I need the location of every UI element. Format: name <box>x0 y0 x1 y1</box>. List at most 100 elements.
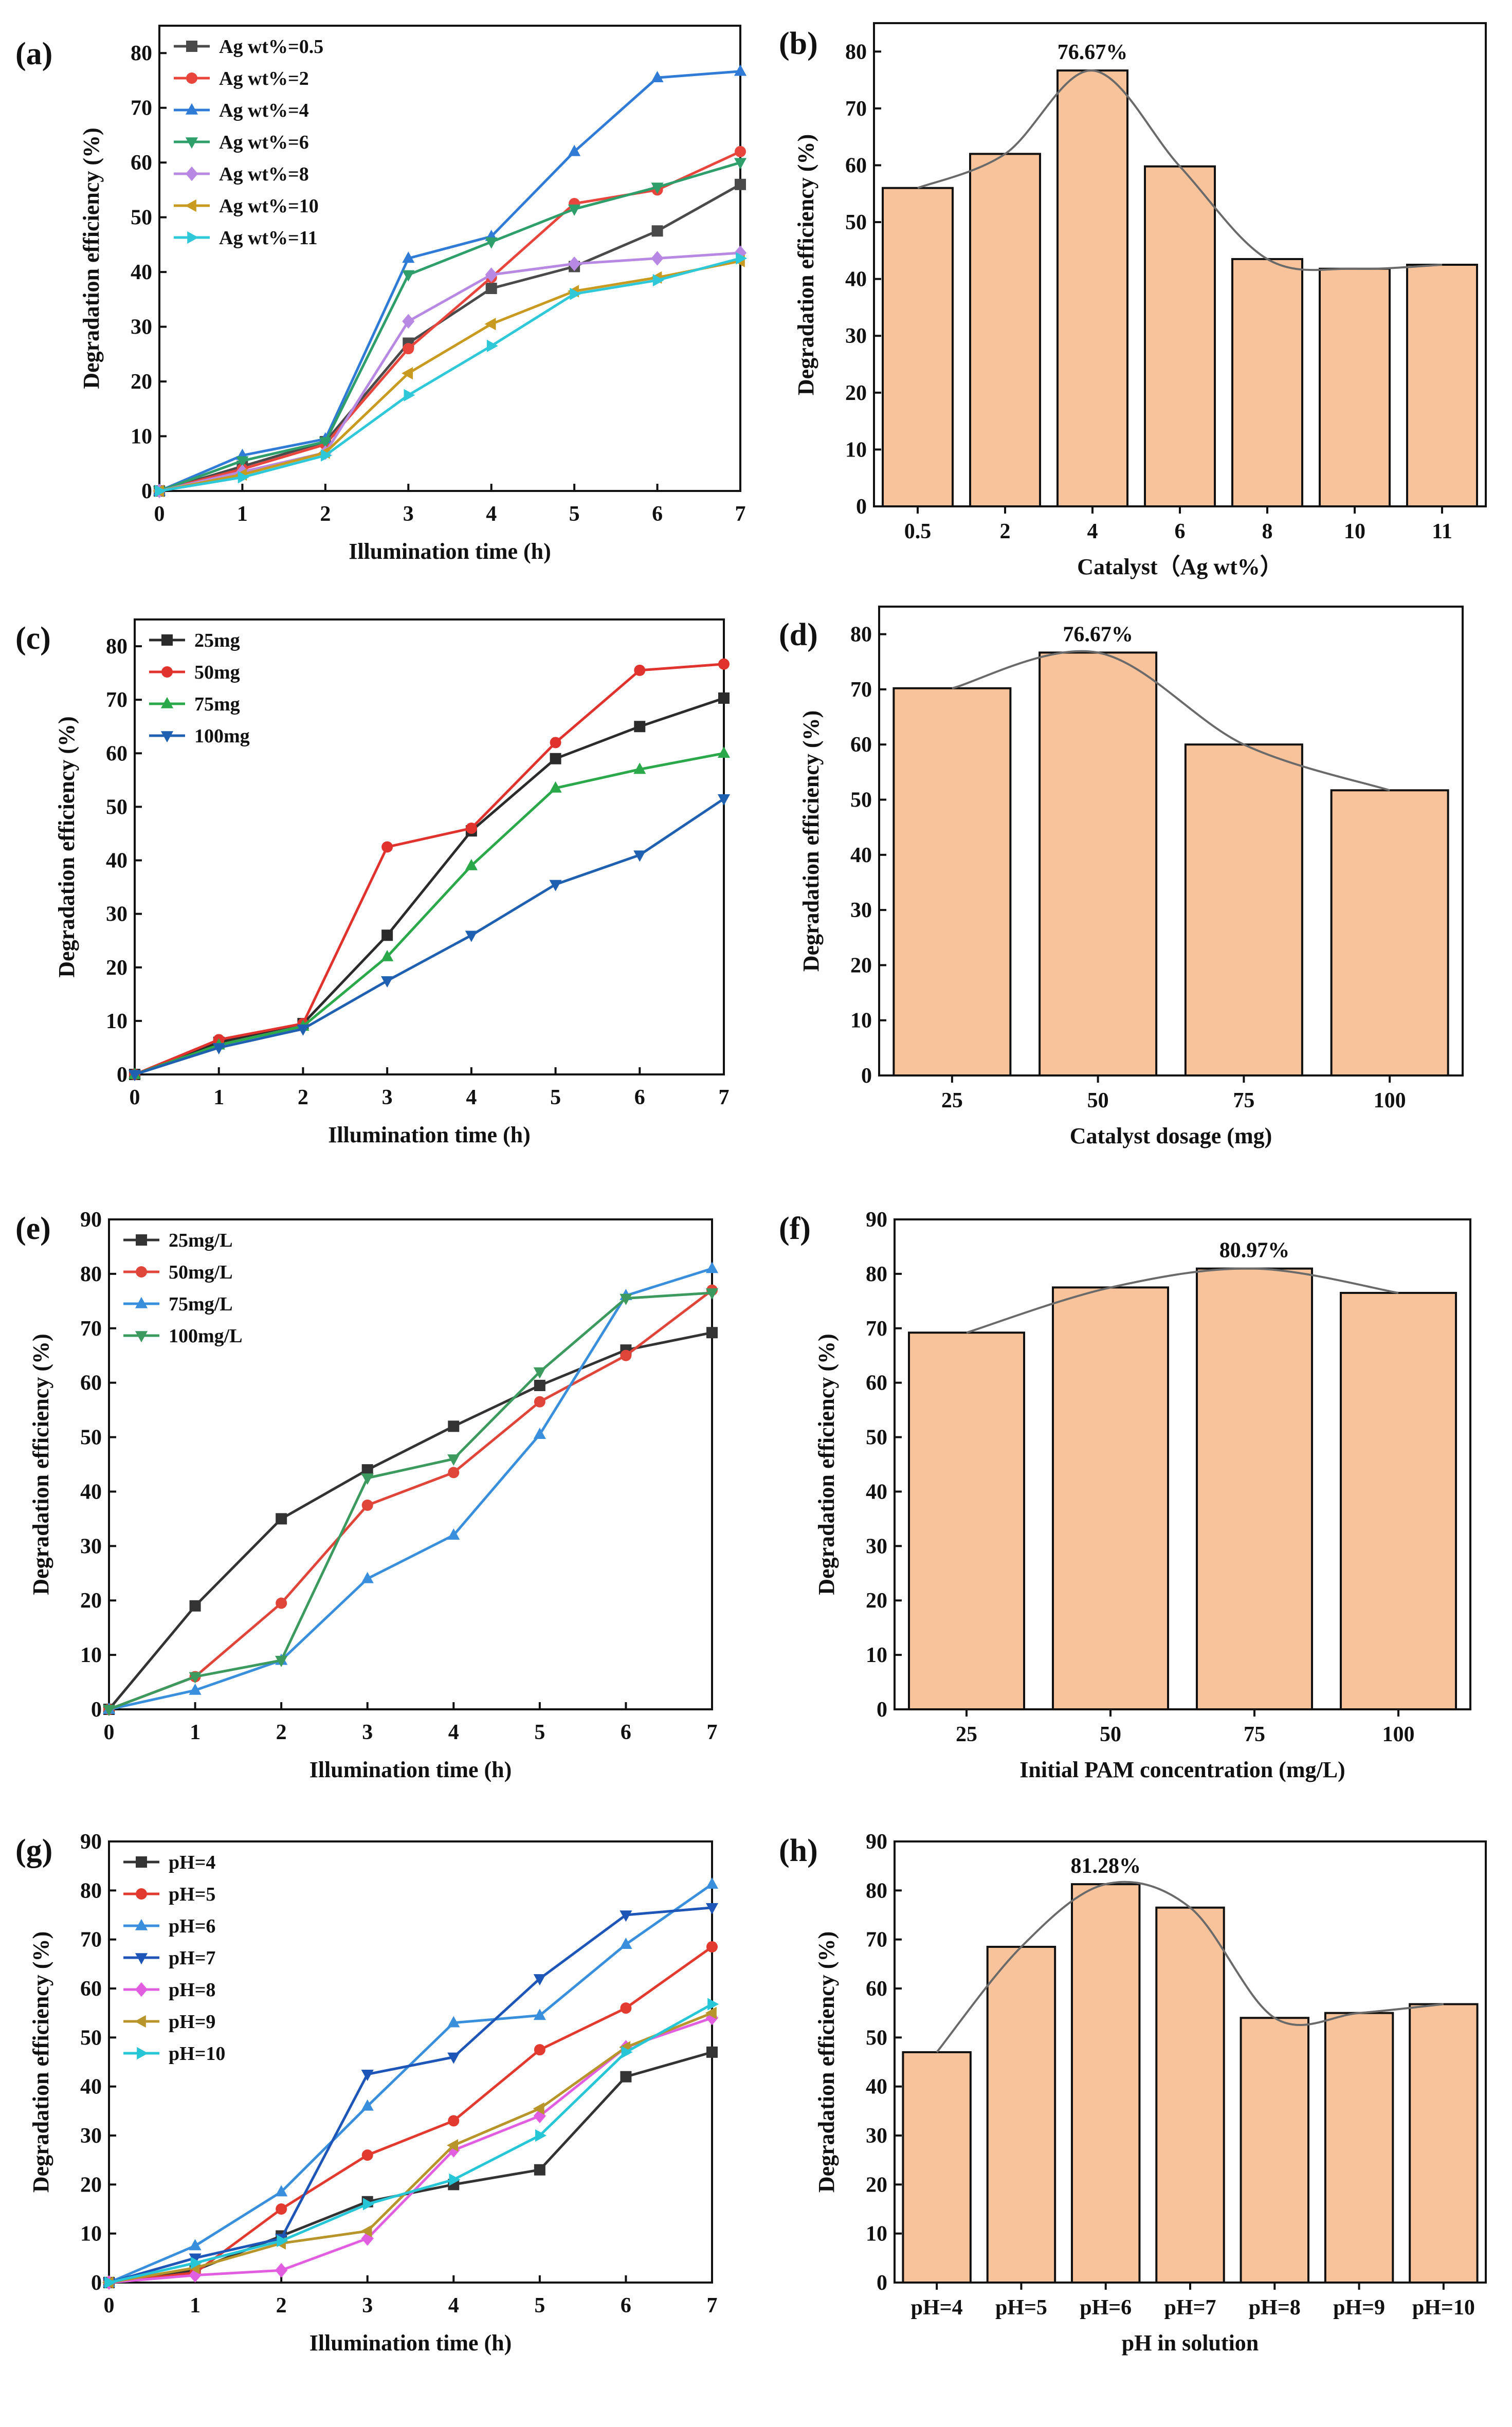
data-point <box>102 1705 116 1717</box>
bar-pH=4 <box>902 2051 972 2284</box>
data-point <box>381 950 394 961</box>
data-point <box>550 753 561 764</box>
data-point <box>360 2224 372 2237</box>
legend-marker <box>134 2015 146 2028</box>
x-tick-label: 2 <box>1000 520 1011 543</box>
legend-label: 50mg <box>194 662 240 683</box>
series-line-2 <box>108 1289 713 1711</box>
y-tick-label: 40 <box>131 261 152 284</box>
y-tick-label: 20 <box>80 1589 102 1613</box>
y-tick-label: 80 <box>131 42 152 65</box>
legend-marker <box>136 1888 147 1900</box>
y-tick-label: 30 <box>106 903 127 926</box>
data-point <box>534 2164 545 2176</box>
data-point <box>549 781 562 793</box>
data-point <box>734 158 747 170</box>
y-tick-label: 70 <box>866 1928 887 1952</box>
y-tick-label: 20 <box>106 956 127 980</box>
y-tick-label: 10 <box>131 425 152 449</box>
y-tick-label: 10 <box>866 1644 887 1667</box>
data-point <box>189 1683 202 1695</box>
y-tick-label: 20 <box>866 2173 887 2197</box>
series-line-4 <box>159 161 741 492</box>
bar-50 <box>1039 651 1158 1076</box>
data-point <box>277 2234 288 2248</box>
y-tick-label: 0 <box>877 1698 887 1722</box>
x-tick-label: 1 <box>213 1086 224 1109</box>
y-axis-title: Degradation efficiency (%) <box>798 710 824 972</box>
y-tick-label: 0 <box>877 2271 887 2295</box>
y-tick-label: 60 <box>850 733 872 757</box>
y-axis-title: Degradation efficiency (%) <box>28 1931 53 2193</box>
x-tick-label: 0 <box>130 1086 140 1109</box>
panel-label: (a) <box>15 37 52 71</box>
series-line-3 <box>108 1267 713 1711</box>
data-point <box>276 1597 287 1609</box>
series-line-1 <box>108 1331 713 1710</box>
legend-label: 75mg <box>194 694 240 715</box>
y-tick-label: 0 <box>856 495 867 519</box>
series-line-7 <box>108 2003 713 2284</box>
y-tick-label: 20 <box>80 2173 102 2197</box>
y-tick-label: 10 <box>80 2222 102 2246</box>
data-point <box>735 178 746 190</box>
legend-label: Ag wt%=0.5 <box>219 36 323 58</box>
bar-8 <box>1231 258 1303 507</box>
x-tick-label: 5 <box>569 502 580 526</box>
data-point <box>212 1043 225 1055</box>
y-tick-label: 40 <box>80 2075 102 2099</box>
data-point <box>361 1499 373 1511</box>
y-tick-label: 20 <box>131 370 152 394</box>
x-tick-label: 75 <box>1233 1089 1254 1112</box>
y-tick-label: 90 <box>80 1830 102 1854</box>
data-point <box>402 251 415 263</box>
legend-label: pH=10 <box>169 2043 225 2065</box>
x-tick-label: 5 <box>534 2294 545 2317</box>
y-tick-label: 30 <box>845 324 867 348</box>
data-point <box>718 692 730 704</box>
data-point <box>485 283 497 295</box>
y-axis-title: Degradation efficiency (%) <box>54 716 79 977</box>
data-point <box>533 1428 546 1439</box>
y-tick-label: 70 <box>866 1317 887 1341</box>
y-axis-title: Degradation efficiency (%) <box>793 134 818 395</box>
data-point <box>621 2046 633 2059</box>
data-point <box>651 70 664 82</box>
x-axis-title: Catalyst dosage (mg) <box>1070 1123 1272 1148</box>
series-line-4 <box>108 1906 713 2284</box>
trend-curve <box>936 1881 1444 2053</box>
data-point <box>361 2149 373 2161</box>
bar-pH=5 <box>986 1945 1056 2284</box>
legend-marker <box>135 1331 148 1343</box>
legend-marker <box>135 1919 148 1930</box>
y-tick-label: 90 <box>866 1830 887 1854</box>
x-tick-label: 5 <box>534 1721 545 1744</box>
x-axis-title: Catalyst（Ag wt%） <box>1077 554 1283 579</box>
legend-marker <box>161 666 173 678</box>
data-point <box>362 2198 374 2211</box>
bar-75 <box>1184 743 1303 1077</box>
series-line-6 <box>108 2012 713 2284</box>
data-point <box>484 318 496 331</box>
y-tick-label: 10 <box>866 2222 887 2246</box>
bar-pH=9 <box>1324 2012 1394 2284</box>
bar-75 <box>1196 1267 1313 1710</box>
legend-marker <box>135 1982 148 1997</box>
plot-frame <box>878 606 1464 1076</box>
y-tick-label: 30 <box>80 1535 102 1558</box>
data-point <box>275 2185 288 2197</box>
legend-marker <box>185 137 198 149</box>
bar-25 <box>908 1331 1025 1710</box>
x-tick-label: 3 <box>362 1721 373 1744</box>
data-point <box>736 252 748 265</box>
x-tick-label: pH=10 <box>1412 2296 1475 2320</box>
y-tick-label: 80 <box>80 1879 102 1903</box>
y-tick-label: 80 <box>850 623 872 647</box>
y-tick-label: 50 <box>80 1426 102 1450</box>
data-point <box>651 183 664 194</box>
data-point <box>533 2009 546 2020</box>
legend-label: pH=4 <box>169 1852 215 1873</box>
y-tick-label: 10 <box>850 1009 872 1033</box>
x-axis-title: pH in solution <box>1122 2330 1259 2356</box>
series-line-4 <box>108 1291 713 1711</box>
